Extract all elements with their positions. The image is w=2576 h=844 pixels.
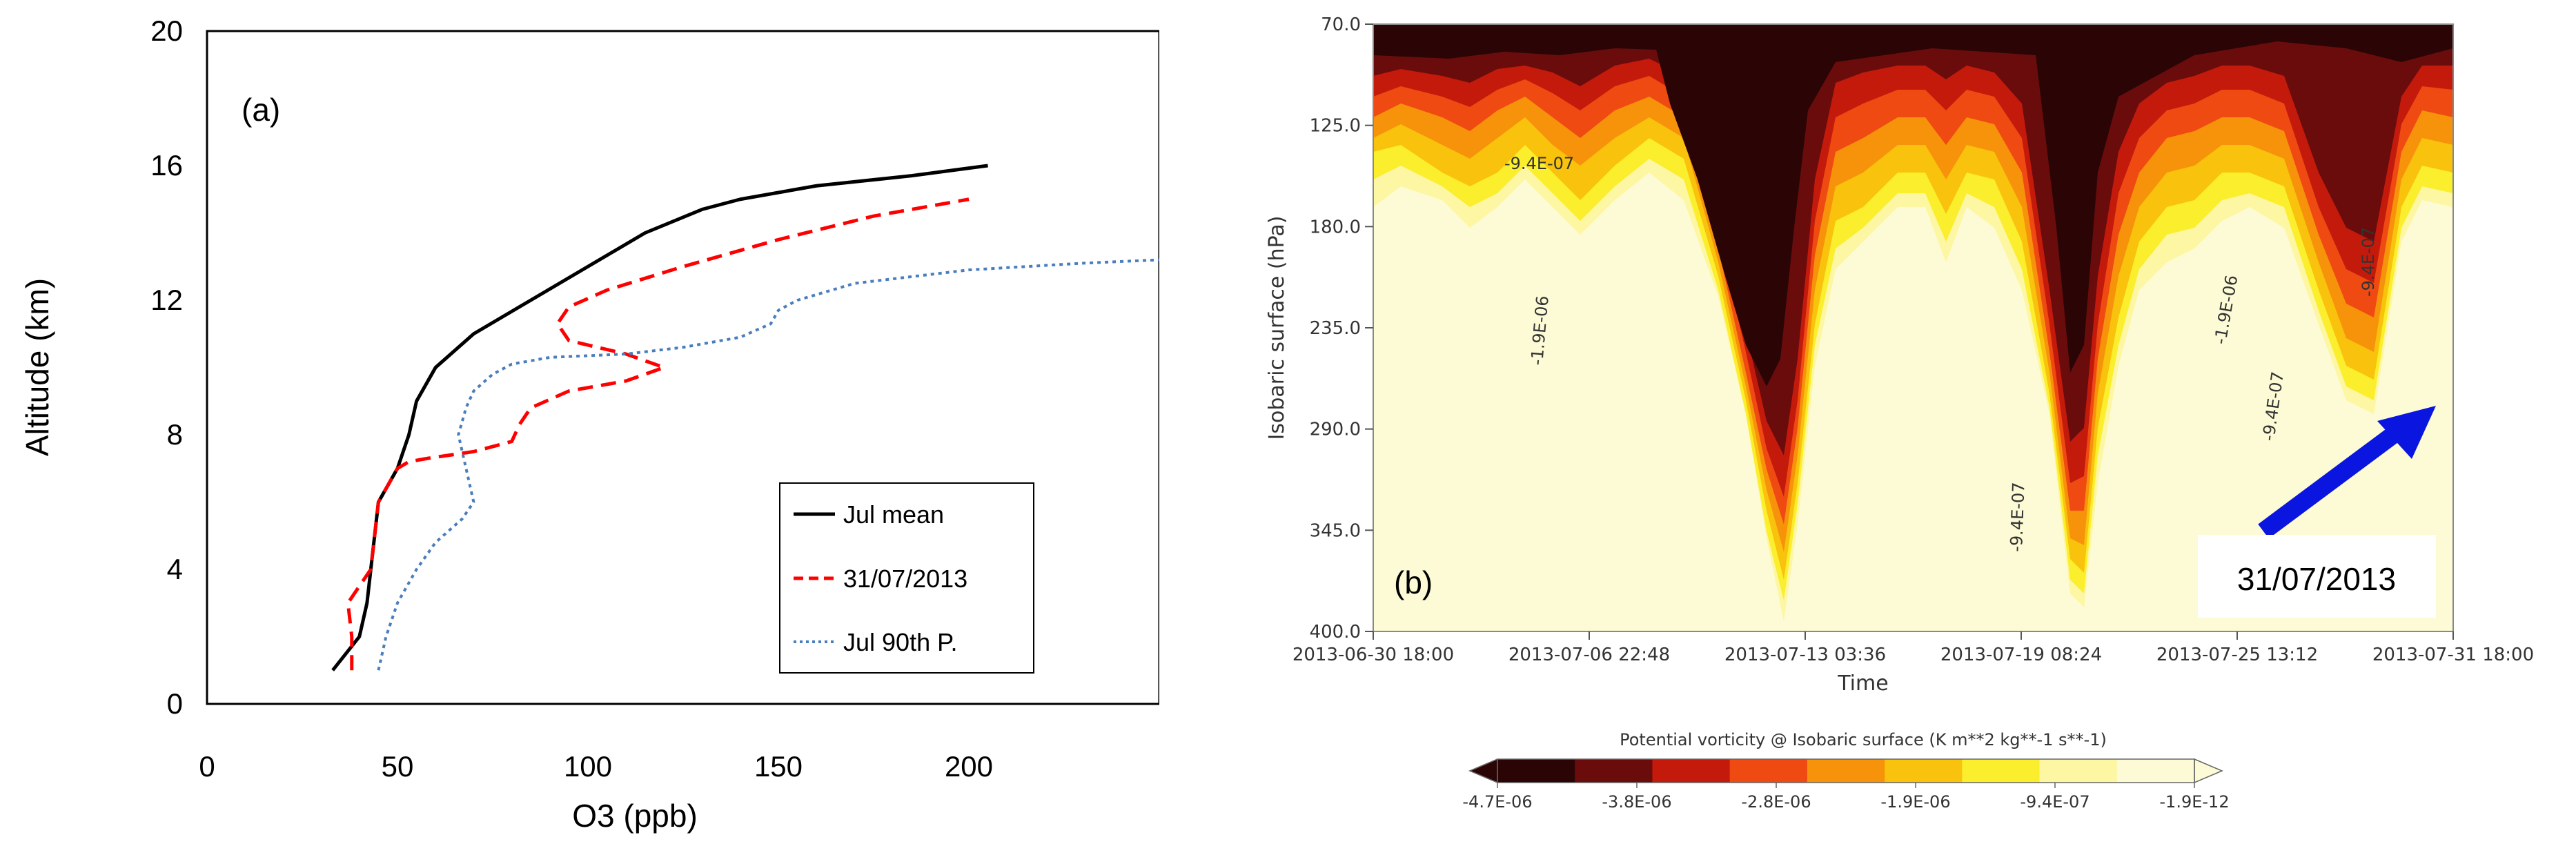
colorbar-cell [1575, 759, 1653, 783]
colorbar-cell [1962, 759, 2041, 783]
x-axis-label: O3 (ppb) [572, 798, 698, 834]
annotation-arrow-shaft [2258, 413, 2417, 539]
contour-band-orange [1373, 24, 2453, 552]
legend-label-jul-mean: Jul mean [843, 500, 944, 529]
y-tick-label: 12 [150, 284, 183, 316]
y-tick-label-b: 180.0 [1310, 217, 1361, 237]
x-tick-label: 0 [199, 750, 215, 783]
date-annotation: 31/07/2013 [2198, 406, 2436, 618]
y-tick-label-b: 345.0 [1310, 520, 1361, 541]
contour-band-dark-red [1373, 24, 2453, 455]
colorbar-title: Potential vorticity @ Isobaric surface (… [1620, 730, 2107, 749]
colorbar-cell [2039, 759, 2118, 783]
colorbar-label: -2.8E-06 [1741, 792, 1811, 812]
colorbar-label: -1.9E-12 [2159, 792, 2229, 812]
colorbar-cell [1729, 759, 1808, 783]
panel-label-b: (b) [1394, 565, 1433, 600]
x-axis-label-b: Time [1837, 671, 1888, 696]
annotation-box [2198, 535, 2436, 618]
y-tick-label: 16 [150, 149, 183, 181]
annotation-arrow-head [2377, 406, 2436, 459]
colorbar: Potential vorticity @ Isobaric surface (… [1462, 730, 2229, 812]
legend: Jul mean 31/07/2013 Jul 90th P. [779, 482, 1034, 674]
y-tick-label-b: 400.0 [1310, 622, 1361, 642]
y-axis-label-b: Isobaric surface (hPa) [1265, 216, 1289, 440]
plot-area-frame [206, 30, 1159, 705]
x-tick-label: 50 [382, 750, 414, 783]
y-tick-label: 4 [167, 553, 183, 585]
contour-label: -9.4E-07 [2007, 482, 2029, 552]
x-tick-label-b: 2013-07-25 13:12 [2156, 645, 2318, 665]
x-tick-label: 100 [564, 750, 612, 783]
potential-vorticity-chart: -9.4E-07 -1.9E-06 -9.4E-07 -1.9E-06 -9.4… [1173, 0, 2576, 844]
ozone-profile-chart: 0 50 100 150 200 0 4 8 12 16 20 (a) O3 (ppb) Altit… [0, 0, 1159, 844]
y-tick-label: 0 [167, 687, 183, 720]
x-tick-label-b: 2013-06-30 18:00 [1292, 645, 1454, 665]
legend-label-jul-90th: Jul 90th P. [843, 628, 957, 656]
x-tick-label: 200 [945, 750, 993, 783]
colorbar-cell [1497, 759, 1575, 783]
colorbar-cell [1652, 759, 1731, 783]
y-tick-label: 8 [167, 418, 183, 451]
y-tick-label-b: 235.0 [1310, 318, 1361, 339]
x-tick-label-b: 2013-07-06 22:48 [1508, 645, 1670, 665]
y-axis-label: Altitude (km) [19, 278, 55, 456]
x-tick-label-b: 2013-07-31 18:00 [2372, 645, 2534, 665]
contour-label: -9.4E-07 [2359, 227, 2378, 297]
legend-label-31-07-2013: 31/07/2013 [843, 565, 967, 593]
colorbar-label: -9.4E-07 [2020, 792, 2090, 812]
ozone-profile-svg: 0 50 100 150 200 0 4 8 12 16 20 (a) O3 (ppb) Altit… [19, 14, 1159, 834]
annotation-label: 31/07/2013 [2237, 561, 2396, 597]
colorbar-cell [2116, 759, 2195, 783]
y-tick-label-b: 70.0 [1321, 14, 1361, 35]
colorbar-max-arrow [2194, 758, 2223, 784]
colorbar-cell [1807, 759, 1885, 783]
y-tick-label-b: 125.0 [1310, 116, 1361, 137]
potential-vorticity-svg: -9.4E-07 -1.9E-06 -9.4E-07 -1.9E-06 -9.4… [1265, 14, 2534, 812]
x-tick-label: 150 [754, 750, 803, 783]
colorbar-label: -3.8E-06 [1602, 792, 1671, 812]
colorbar-label: -1.9E-06 [1880, 792, 1950, 812]
series-line-2 [377, 258, 1159, 671]
y-tick-label-b: 290.0 [1310, 420, 1361, 440]
colorbar-cell [1885, 759, 1963, 783]
contour-label: -9.4E-07 [1504, 154, 1574, 173]
colorbar-label: -4.7E-06 [1462, 792, 1532, 812]
y-tick-label: 20 [150, 14, 183, 47]
x-tick-label-b: 2013-07-13 03:36 [1724, 645, 1886, 665]
series-line-1 [346, 197, 970, 671]
colorbar-frame [1497, 758, 2195, 783]
x-tick-label-b: 2013-07-19 08:24 [1940, 645, 2102, 665]
panel-label-a: (a) [242, 92, 280, 128]
colorbar-min-arrow [1468, 758, 1498, 784]
